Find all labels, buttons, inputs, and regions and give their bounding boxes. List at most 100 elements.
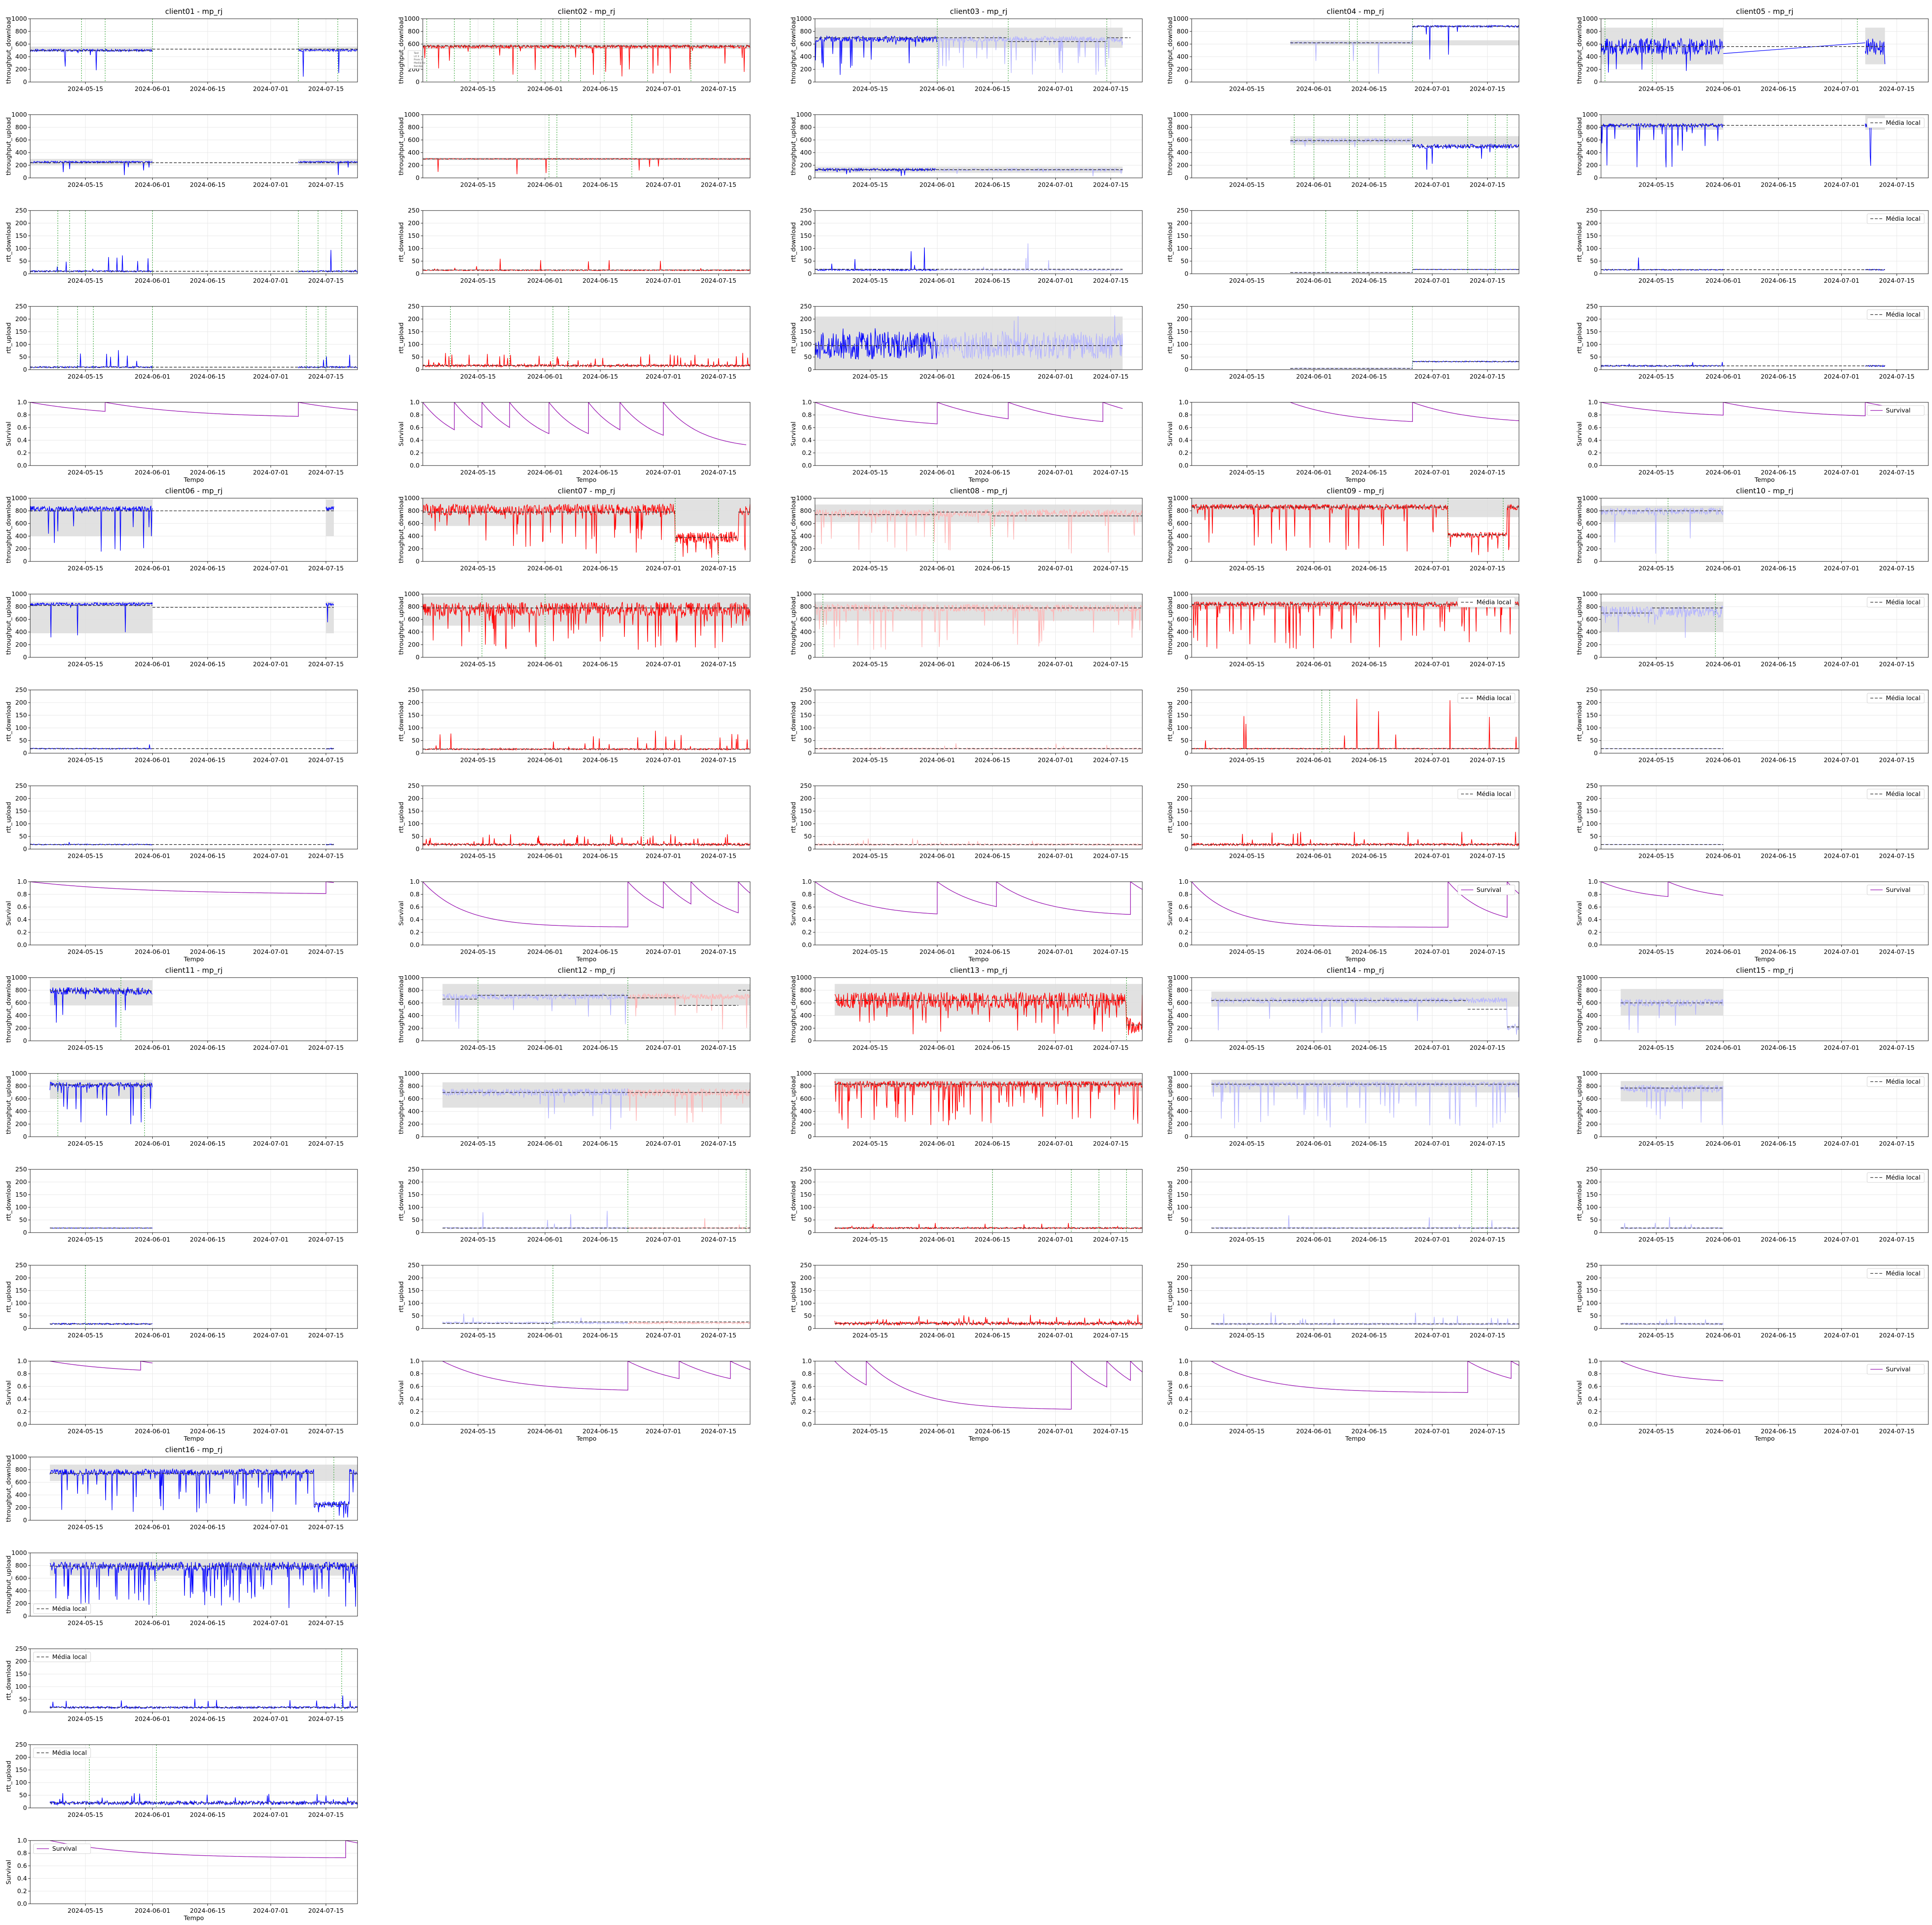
series-line [49,1322,153,1326]
y-tick-label: 50 [804,833,812,840]
x-tick-label: 2024-05-15 [68,948,103,956]
panel-title: client07 - mp_rj [558,487,615,495]
y-tick-label: 0.2 [1588,449,1598,457]
y-tick-label: 800 [15,507,27,515]
y-tick-label: 0 [1184,1325,1188,1332]
panel-rtt_upload: 0 50 100 150 200 250 2024-05-15 2024-06-01 2024-… [1576,303,1929,380]
y-tick-label: 400 [1586,532,1598,540]
panel-title: client12 - mp_rj [558,966,615,975]
y-tick-label: 100 [800,724,812,732]
survival-line [1723,402,1866,417]
x-tick-label: 2024-07-01 [1038,373,1073,380]
y-tick-label: 50 [1590,257,1598,265]
series-layer [423,786,750,849]
y-tick-label: 0.8 [410,411,420,419]
x-tick-label: 2024-06-01 [527,277,563,284]
x-tick-label: 2024-07-15 [701,661,736,668]
x-tick-label: 2024-06-15 [582,661,618,668]
series-layer [423,730,750,751]
plot-area [30,882,358,945]
y-tick-label: 250 [408,207,420,214]
legend-label: Survival [1886,886,1910,894]
y-tick-label: 50 [19,353,27,361]
plot-area [30,786,358,849]
panel-survival: 0.0 0.2 0.4 0.6 0.8 1.0 2024-05-15 2024-06-01 20… [790,878,1143,963]
y-tick-label: 0.4 [1588,1395,1598,1403]
y-axis-label: throughput_upload [790,117,797,175]
y-tick-label: 400 [408,532,420,540]
plot-frame [1601,1361,1929,1425]
y-tick-label: 0 [415,558,420,565]
series-line-faded [937,315,1123,359]
y-tick-label: 200 [15,641,27,648]
y-tick-label: 200 [1177,795,1188,802]
y-tick-label: 0 [1594,1037,1598,1045]
panel-rtt_upload: 0 50 100 150 200 250 2024-05-15 2024-06-01 2024-… [5,1262,358,1339]
y-tick-label: 100 [1586,820,1598,827]
y-tick-label: 150 [1586,232,1598,240]
y-tick-label: 250 [1586,303,1598,310]
x-tick-label: 2024-07-01 [253,469,289,476]
y-tick-label: 0.6 [410,903,420,911]
panel-throughput_download: 0 200 400 600 800 1000 2024-05-15 2024-06-01 202… [5,1446,358,1531]
x-tick-label: 2024-07-01 [1415,469,1450,476]
series-layer [1211,1169,1519,1233]
y-tick-label: 0 [808,366,812,373]
x-tick-label: 2024-06-01 [1296,469,1332,476]
y-tick-label: 0 [1594,1133,1598,1140]
plot-frame [815,1073,1143,1137]
y-axis-label: rtt_upload [5,802,13,833]
x-tick-label: 2024-06-15 [582,852,618,860]
x-tick-label: 2024-05-15 [1639,1332,1674,1339]
series-layer [1290,19,1519,82]
y-tick-label: 800 [408,507,420,515]
y-tick-label: 800 [1177,507,1188,515]
y-tick-label: 250 [1586,686,1598,694]
x-tick-label: 2024-05-15 [68,756,103,764]
y-tick-label: 50 [1181,833,1188,840]
y-tick-label: 0.0 [17,1900,27,1907]
series-line [1412,24,1519,60]
x-tick-label: 2024-05-15 [853,1332,888,1339]
y-tick-label: 0 [808,270,812,277]
panel-throughput_upload: 0 200 400 600 800 1000 2024-05-15 2024-06-01 202… [5,1549,358,1627]
x-tick-label: 2024-07-15 [701,1044,736,1051]
y-tick-label: 600 [1586,616,1598,623]
x-tick-label: 2024-06-15 [582,948,618,956]
y-tick-label: 200 [15,795,27,802]
x-tick-label: 2024-05-15 [460,948,496,956]
y-axis-label: rtt_upload [790,802,797,833]
legend-label: Media loc [414,62,426,64]
x-tick-label: 2024-07-01 [1824,469,1859,476]
x-tick-label: 2024-06-15 [582,1332,618,1339]
series-layer [423,306,750,370]
y-tick-label: 200 [15,220,27,227]
x-tick-label: 2024-07-01 [1824,948,1859,956]
legend: Média local [1867,309,1925,320]
x-tick-label: 2024-07-15 [1879,277,1914,284]
y-tick-label: 50 [804,353,812,361]
y-tick-label: 0 [415,654,420,661]
x-tick-label: 2024-06-15 [582,1428,618,1435]
panel-rtt_upload: 0 50 100 150 200 250 2024-05-15 2024-06-01 2024-… [790,782,1143,860]
legend-label: Média local [1477,694,1511,702]
y-tick-label: 1.0 [1588,878,1598,885]
y-tick-label: 250 [15,1741,27,1748]
x-tick-label: 2024-06-01 [1296,277,1332,284]
x-tick-label: 2024-07-01 [253,1332,289,1339]
x-tick-label: 2024-07-01 [253,565,289,572]
plot-area [423,1361,750,1424]
x-tick-label: 2024-06-15 [190,948,225,956]
x-tick-label: 2024-07-15 [701,1140,736,1147]
plot-frame [1601,18,1929,82]
survival-line [1008,402,1104,422]
series-line [815,328,938,360]
y-axis-label: throughput_upload [5,1076,13,1134]
survival-line [549,402,589,435]
x-tick-label: 2024-06-15 [1761,1332,1796,1339]
series-layer [815,402,1123,424]
y-tick-label: 400 [408,149,420,156]
legend-box [408,50,422,69]
x-tick-label: 2024-07-15 [1879,565,1914,572]
